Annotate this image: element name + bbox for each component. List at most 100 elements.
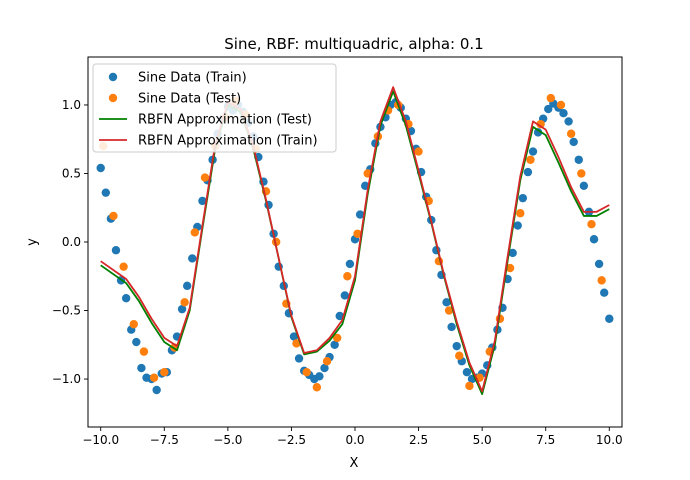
series-0-point [513,221,522,230]
x-axis: −10.0 −7.5 −5.0 −2.5 0.0 2.5 5.0 7.5 10.0 [82,427,623,447]
series-0-point [188,254,197,263]
series-0-point [177,304,187,314]
series-0-point [320,363,329,373]
series-0-point [564,117,573,126]
series-1-point [587,219,596,229]
series-1-point [302,367,311,377]
series-1-point [353,229,362,238]
plot-area [96,86,614,396]
series-0-point [544,104,553,114]
legend-marker [108,93,118,103]
series-0-point [447,322,456,332]
series-1-point [465,381,474,391]
series-1-point [526,155,535,164]
legend-label: Sine Data (Test) [138,92,241,107]
series-1-point [505,263,515,273]
series-1-point [149,373,159,382]
chart-title: Sine, RBF: multiquadric, alpha: 0.1 [224,35,483,53]
series-0-point [182,281,192,291]
series-0-point [340,291,350,300]
series-0-point [152,385,161,395]
series-1-point [109,211,118,221]
y-axis-label: y [25,238,40,246]
series-0-point [330,340,339,349]
series-0-point [137,363,146,373]
series-1-point [139,347,149,356]
series-1-point [200,173,210,182]
series-0-point [198,196,207,206]
series-0-point [569,137,578,147]
series-0-point [462,367,472,377]
x-tick-label: −2.5 [277,433,306,447]
series-0-point [132,337,141,347]
series-0-point [518,193,528,203]
series-1-point [119,262,128,271]
series-0-point [452,341,461,351]
y-tick-label: 1.0 [62,98,81,112]
x-tick-label: −7.5 [150,433,179,447]
series-0-point [289,332,299,341]
series-1-point [333,333,342,343]
series-1-point [556,100,566,110]
series-1-point [343,272,352,281]
series-0-point [605,314,614,323]
x-tick-label: 0.0 [345,433,364,447]
series-0-point [121,293,131,303]
series-0-point [528,147,538,156]
y-tick-label: 0.0 [62,235,81,249]
series-1-point [180,298,189,307]
legend-label: RBFN Approximation (Test) [138,113,312,128]
series-0-point [294,354,304,363]
series-0-point [600,288,609,297]
y-axis: −1.0 −0.5 0.0 0.5 1.0 [52,98,88,386]
x-tick-label: −5.0 [213,433,242,447]
x-tick-label: 7.5 [536,433,555,447]
series-0-point [523,167,533,177]
series-1-point [322,357,332,366]
series-0-point [533,128,543,137]
series-1-point [536,119,545,129]
series-0-point [559,108,568,118]
series-1-point [546,93,555,103]
series-1-point [190,228,199,237]
legend-label: Sine Data (Train) [138,71,247,86]
x-tick-label: −10.0 [82,433,119,447]
series-1-point [455,351,464,360]
series-1-point [516,209,525,218]
series-1-point [444,306,454,315]
series-1-point [597,276,606,285]
x-axis-label: X [350,456,359,471]
series-0-point [508,248,517,258]
y-tick-label: 0.5 [62,166,81,180]
series-0-point [355,210,365,219]
legend: Sine Data (Train) Sine Data (Test) RBFN Ap… [92,63,337,153]
series-0-point [594,259,604,269]
series-0-point [589,235,599,244]
series-0-point [96,163,105,173]
series-1-point [566,129,576,138]
x-tick-label: 2.5 [409,433,428,447]
legend-marker [108,72,118,82]
y-tick-label: −0.5 [52,304,81,318]
series-0-point [111,246,121,255]
series-3-line [100,86,610,393]
y-tick-label: −1.0 [52,372,81,386]
series-0-point [442,298,451,307]
series-0-point [335,311,344,321]
series-1-point [414,147,423,156]
x-tick-label: 10.0 [596,433,623,447]
series-1-point [129,320,138,329]
series-0-point [579,181,589,191]
series-1-point [160,367,169,377]
x-tick-label: 5.0 [473,433,492,447]
series-0-point [101,188,111,197]
legend-label: RBFN Approximation (Train) [138,134,318,149]
series-0-point [345,259,355,269]
series-1-point [292,339,301,348]
series-1-point [577,169,586,178]
series-0-point [315,372,324,381]
series-1-point [312,383,322,392]
legend-box [92,63,337,153]
series-0-point [574,155,583,164]
